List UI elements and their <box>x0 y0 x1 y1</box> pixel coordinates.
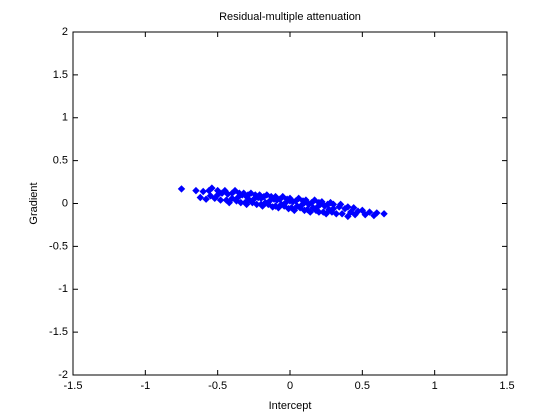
scatter-point <box>208 184 216 192</box>
scatter-point <box>234 193 242 202</box>
y-tick-label: -0.5 <box>49 240 68 252</box>
scatter-point <box>202 195 210 203</box>
y-tick-label: -1.5 <box>49 326 68 338</box>
scatter-point <box>213 186 222 195</box>
scatter-point <box>206 192 215 200</box>
x-tick-label: -0.5 <box>208 380 227 392</box>
y-tick-label: 1.5 <box>53 69 68 81</box>
scatter-point <box>242 200 251 209</box>
scatter-point <box>373 209 381 217</box>
scatter-point <box>199 187 207 196</box>
scatter-point <box>216 196 225 204</box>
scatter-point <box>329 200 338 209</box>
scatter-point <box>380 210 388 218</box>
scatter-point <box>344 203 352 211</box>
scatter-point <box>349 204 358 212</box>
scatter-point <box>228 194 236 203</box>
scatter-point <box>338 210 346 218</box>
x-tick-label: 1.5 <box>499 380 514 392</box>
scatter-point <box>336 200 345 209</box>
scatter-point <box>322 210 330 218</box>
scatter-point <box>347 208 355 216</box>
chart-title: Residual-multiple attenuation <box>219 11 361 23</box>
scatter-point <box>361 210 369 219</box>
scatter-point <box>318 198 326 206</box>
y-axis-label: Gradient <box>28 182 40 224</box>
scatter-point <box>196 193 205 202</box>
scatter-point <box>294 194 303 203</box>
scatter-point <box>332 210 341 218</box>
scatter-point <box>290 206 299 215</box>
scatter-point <box>358 206 367 215</box>
scatter-point <box>231 186 239 195</box>
scatter-point <box>344 212 352 221</box>
x-tick-label: 1 <box>432 380 438 392</box>
y-tick-label: -2 <box>58 369 68 381</box>
scatter-point <box>329 204 338 213</box>
x-axis-label: Intercept <box>269 400 312 412</box>
scatter-point <box>279 192 287 201</box>
x-tick-label: 0 <box>287 380 293 392</box>
x-tick-label: 0.5 <box>355 380 370 392</box>
scatter-point <box>365 208 374 216</box>
scatter-point <box>225 198 233 207</box>
scatter-point <box>192 186 200 195</box>
y-tick-label: 0 <box>62 197 68 209</box>
x-tick-label: -1.5 <box>64 380 83 392</box>
y-tick-label: 2 <box>62 26 68 38</box>
scatter-point <box>177 185 186 193</box>
scatter-point <box>310 196 319 204</box>
scatter-point <box>306 208 314 216</box>
scatter-point <box>302 196 310 204</box>
x-tick-label: -1 <box>140 380 150 392</box>
y-tick-label: -1 <box>58 283 68 295</box>
y-tick-label: 1 <box>62 112 68 124</box>
y-tick-label: 0.5 <box>53 155 68 167</box>
